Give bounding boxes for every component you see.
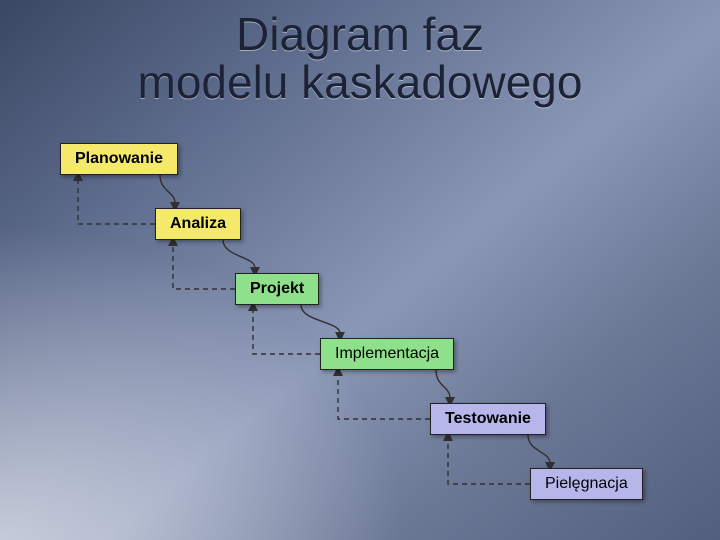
node-n6: Pielęgnacja [530,468,643,500]
slide: Diagram faz modelu kaskadowego Planowani… [0,0,720,540]
node-n1: Planowanie [60,143,178,175]
node-n3: Projekt [235,273,319,305]
node-n2: Analiza [155,208,241,240]
node-n4: Implementacja [320,338,454,370]
arrows-layer [0,0,720,540]
node-n5: Testowanie [430,403,546,435]
waterfall-diagram: Planowanie Analiza Projekt Implementacja Tes… [0,0,720,540]
